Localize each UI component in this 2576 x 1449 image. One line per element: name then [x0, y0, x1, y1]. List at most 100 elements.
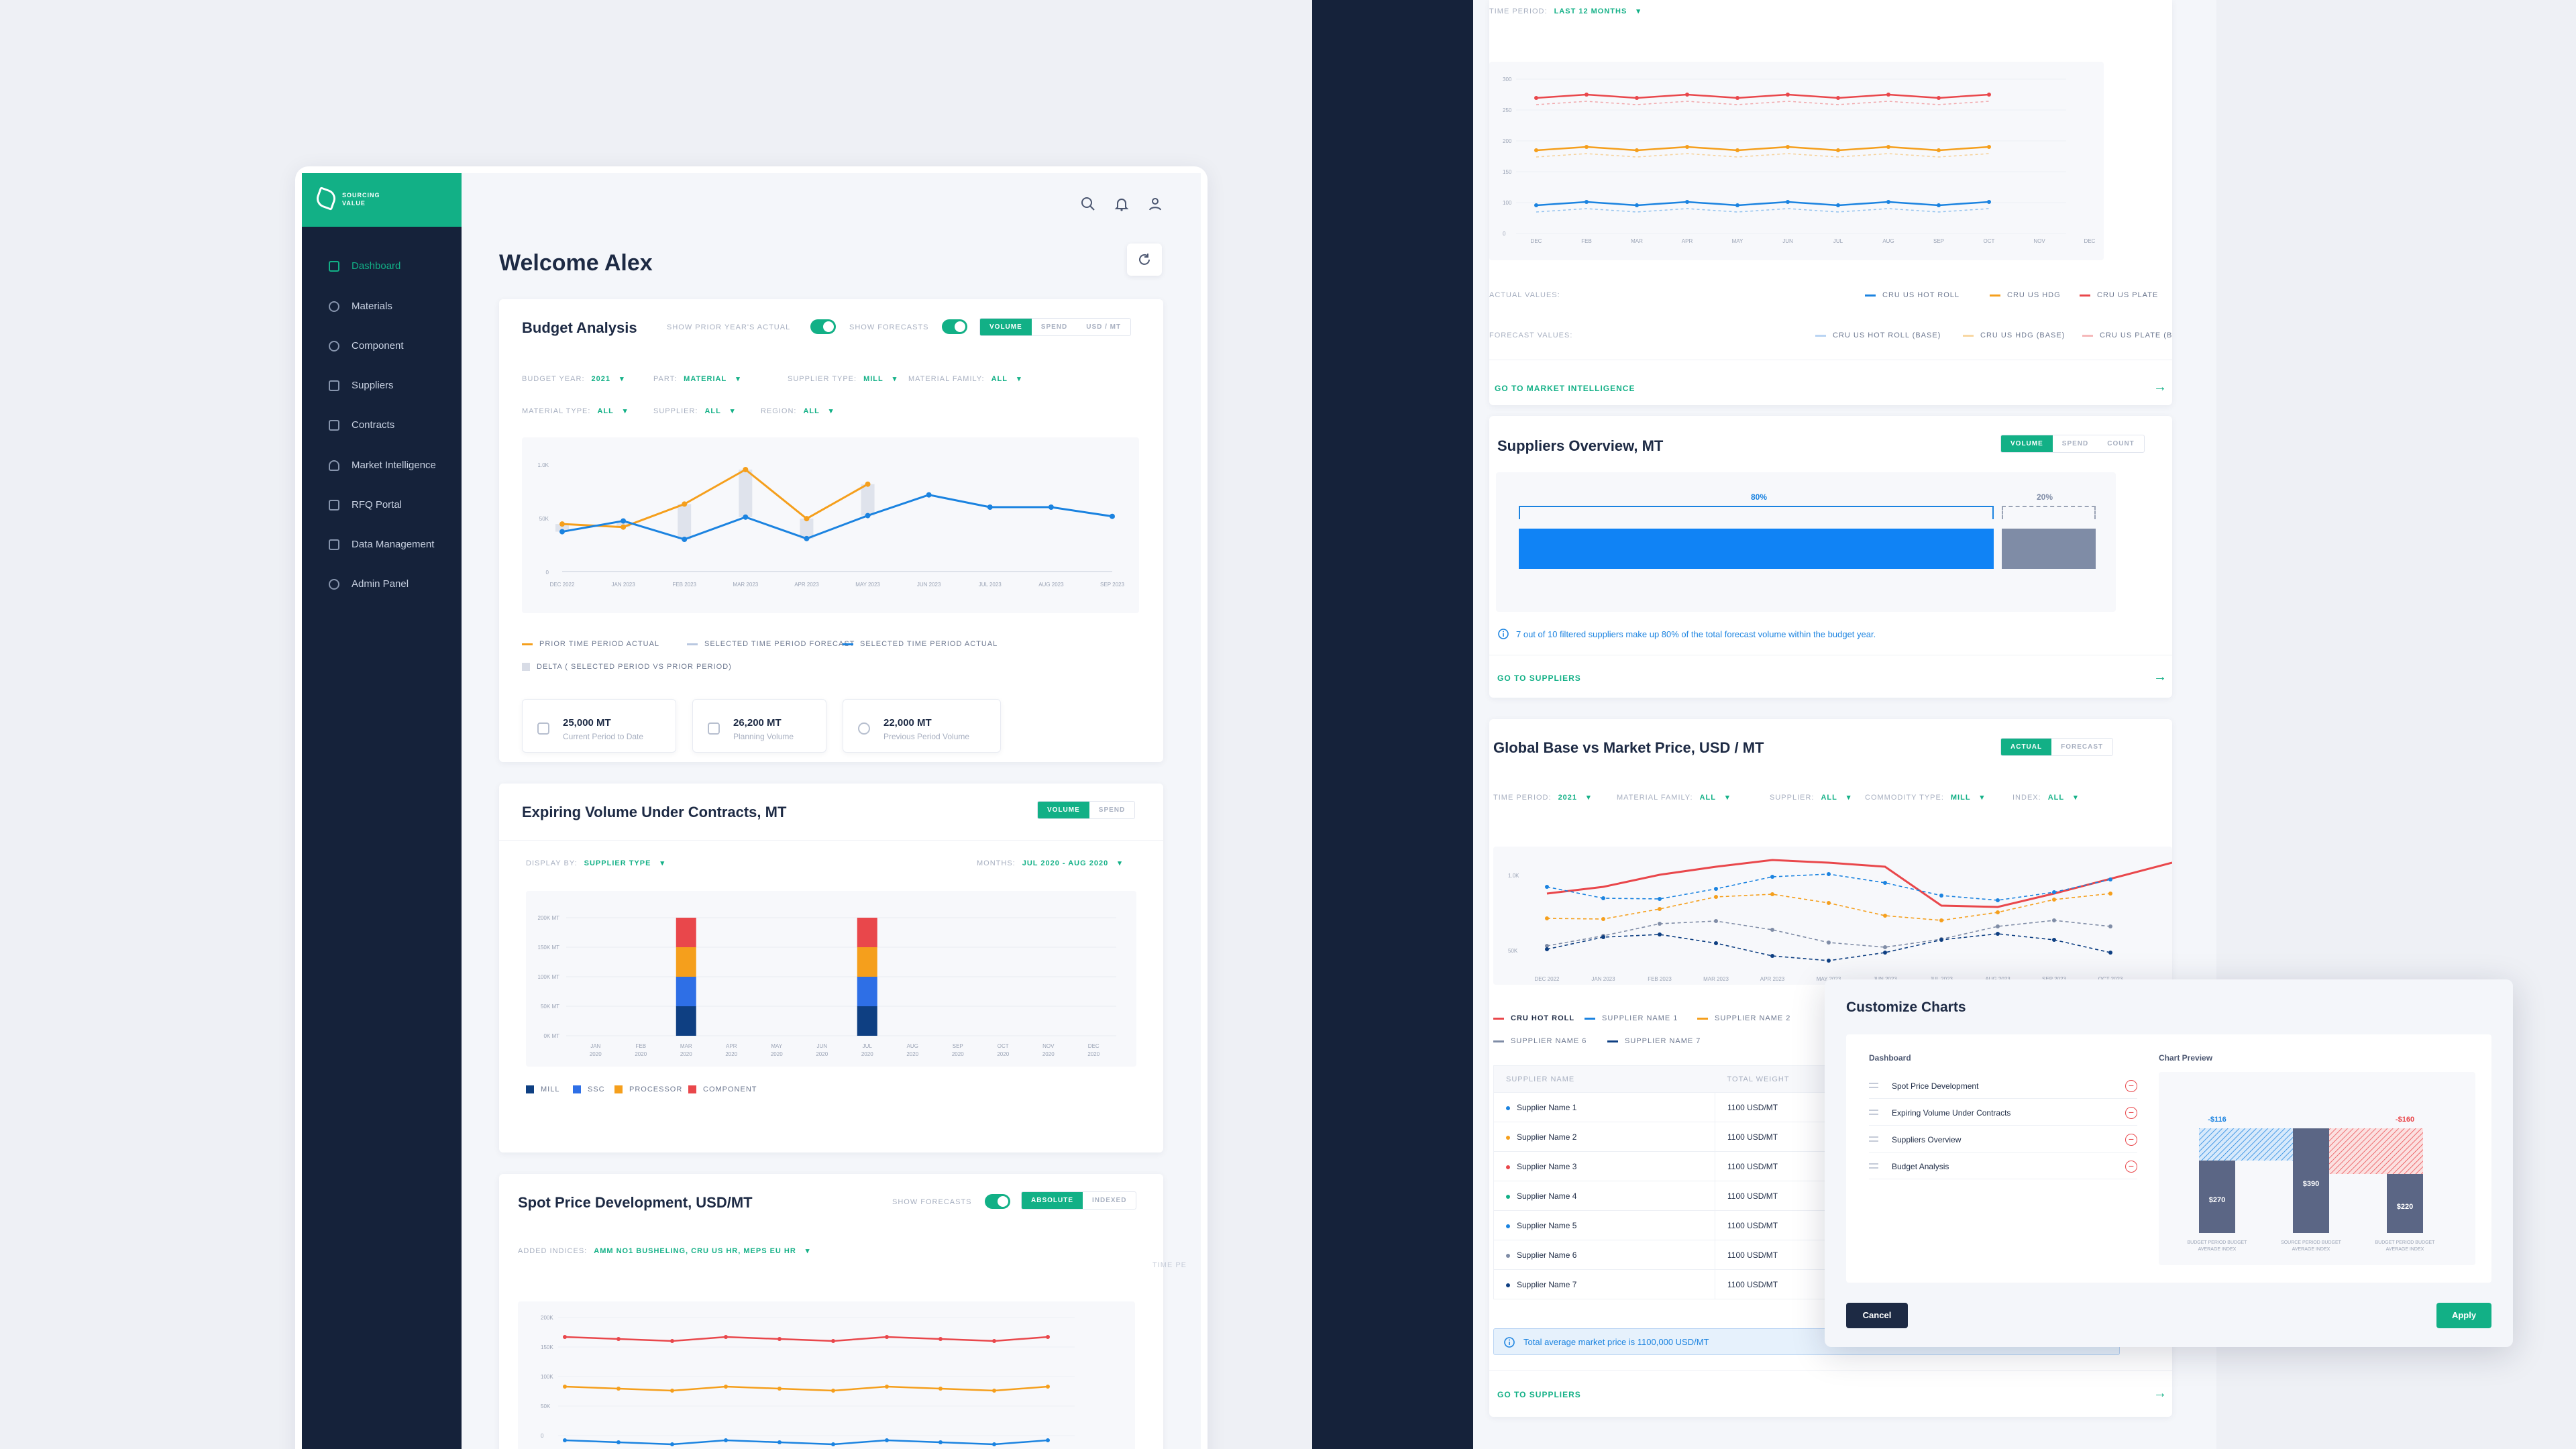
go-to-suppliers-link[interactable]: GO TO SUPPLIERS: [1497, 674, 1581, 683]
data-point[interactable]: [2108, 951, 2112, 955]
data-point[interactable]: [1714, 919, 1718, 923]
tab-usd-mt[interactable]: USD / MT: [1086, 323, 1122, 331]
data-point[interactable]: [804, 516, 810, 522]
sidebar-item-suppliers[interactable]: Suppliers: [329, 380, 394, 391]
data-point[interactable]: [1601, 935, 1605, 939]
sidebar-item-admin-panel[interactable]: Admin Panel: [329, 578, 409, 590]
data-point[interactable]: [1786, 93, 1790, 97]
data-point[interactable]: [621, 524, 627, 530]
data-point[interactable]: [1883, 945, 1887, 949]
data-point[interactable]: [1046, 1385, 1050, 1389]
data-point[interactable]: [1545, 916, 1549, 920]
data-point[interactable]: [1545, 947, 1549, 951]
data-point[interactable]: [1827, 959, 1831, 963]
added-indices-select[interactable]: ADDED INDICES: AMM NO1 BUSHELING, CRU US …: [518, 1246, 810, 1255]
data-point[interactable]: [1685, 145, 1689, 149]
arrow-right-icon[interactable]: →: [2153, 669, 2167, 684]
arrow-right-icon[interactable]: →: [2153, 380, 2167, 394]
data-point[interactable]: [1046, 1335, 1050, 1339]
data-point[interactable]: [1883, 951, 1887, 955]
data-point[interactable]: [1827, 872, 1831, 876]
data-point[interactable]: [2052, 918, 2056, 922]
data-point[interactable]: [1534, 148, 1538, 152]
data-point[interactable]: [1635, 148, 1639, 152]
tab-volume[interactable]: VOLUME: [1038, 802, 1089, 818]
data-point[interactable]: [1545, 944, 1549, 948]
data-point[interactable]: [1770, 875, 1774, 879]
data-point[interactable]: [1937, 203, 1941, 207]
drag-handle-icon[interactable]: [1869, 1163, 1878, 1169]
brand-logo[interactable]: SOURCING VALUE: [302, 173, 462, 227]
data-point[interactable]: [831, 1442, 835, 1446]
chart-list-item[interactable]: Suppliers Overview −: [1869, 1128, 2137, 1152]
data-point[interactable]: [885, 1385, 889, 1389]
stacked-bar-segment[interactable]: [676, 918, 696, 947]
filter-region[interactable]: REGION: ALL ▾: [761, 407, 833, 415]
show-prior-toggle[interactable]: [810, 319, 836, 334]
chart-list-item[interactable]: Spot Price Development −: [1869, 1075, 2137, 1099]
data-point[interactable]: [1786, 200, 1790, 204]
data-point[interactable]: [1987, 145, 1991, 149]
data-point[interactable]: [1601, 917, 1605, 921]
data-point[interactable]: [1886, 145, 1890, 149]
data-point[interactable]: [616, 1337, 621, 1341]
data-point[interactable]: [1939, 894, 1943, 898]
data-point[interactable]: [777, 1387, 782, 1391]
data-point[interactable]: [777, 1440, 782, 1444]
filter-time-period[interactable]: TIME PERIOD: 2021 ▾: [1493, 793, 1591, 802]
data-point[interactable]: [885, 1335, 889, 1339]
data-point[interactable]: [2108, 877, 2112, 881]
data-point[interactable]: [1827, 941, 1831, 945]
drag-handle-icon[interactable]: [1869, 1136, 1878, 1142]
data-point[interactable]: [682, 537, 688, 542]
data-point[interactable]: [1658, 932, 1662, 936]
data-point[interactable]: [777, 1337, 782, 1341]
data-point[interactable]: [885, 1438, 889, 1442]
data-point[interactable]: [1939, 938, 1943, 942]
filter-index[interactable]: INDEX: ALL ▾: [2012, 793, 2078, 802]
data-point[interactable]: [992, 1389, 996, 1393]
data-point[interactable]: [743, 467, 749, 472]
data-point[interactable]: [804, 535, 810, 541]
customize-button[interactable]: [1127, 244, 1162, 276]
data-point[interactable]: [724, 1335, 728, 1339]
data-point[interactable]: [831, 1339, 835, 1343]
data-point[interactable]: [938, 1337, 943, 1341]
data-point[interactable]: [1996, 932, 2000, 936]
data-point[interactable]: [1937, 148, 1941, 152]
data-point[interactable]: [1770, 892, 1774, 896]
data-point[interactable]: [1836, 203, 1840, 207]
data-point[interactable]: [1048, 504, 1054, 510]
data-point[interactable]: [938, 1387, 943, 1391]
data-point[interactable]: [1987, 200, 1991, 204]
sidebar-item-data-management[interactable]: Data Management: [329, 539, 434, 550]
data-point[interactable]: [1601, 896, 1605, 900]
data-point[interactable]: [1658, 907, 1662, 911]
data-point[interactable]: [2108, 892, 2112, 896]
filter-material-family[interactable]: MATERIAL FAMILY: ALL ▾: [1617, 793, 1730, 802]
data-point[interactable]: [2052, 938, 2056, 942]
chart-list-item[interactable]: Expiring Volume Under Contracts −: [1869, 1102, 2137, 1126]
sidebar-item-rfq-portal[interactable]: RFQ Portal: [329, 499, 402, 511]
filter-budget-year[interactable]: BUDGET YEAR: 2021 ▾: [522, 374, 625, 383]
data-point[interactable]: [865, 481, 871, 487]
remove-icon[interactable]: −: [2125, 1107, 2137, 1119]
sidebar-item-market-intelligence[interactable]: Market Intelligence: [329, 460, 436, 471]
tab-absolute[interactable]: ABSOLUTE: [1022, 1192, 1083, 1209]
tab-forecast[interactable]: FORECAST: [2061, 743, 2104, 751]
tab-actual[interactable]: ACTUAL: [2001, 739, 2052, 755]
time-period-select[interactable]: TIME PERIOD: LAST 12 MONTHS ▾: [1489, 7, 1641, 15]
remove-icon[interactable]: −: [2125, 1134, 2137, 1146]
months-select[interactable]: MONTHS: JUL 2020 - AUG 2020 ▾: [977, 859, 1122, 867]
tab-spend[interactable]: SPEND: [1040, 323, 1068, 331]
data-point[interactable]: [559, 521, 565, 527]
data-point[interactable]: [1545, 885, 1549, 889]
data-point[interactable]: [1827, 901, 1831, 905]
data-point[interactable]: [1786, 145, 1790, 149]
tab-indexed[interactable]: INDEXED: [1092, 1197, 1127, 1204]
stacked-bar-segment[interactable]: [857, 918, 877, 947]
data-point[interactable]: [1685, 93, 1689, 97]
data-point[interactable]: [992, 1339, 996, 1343]
stacked-bar-segment[interactable]: [676, 947, 696, 977]
data-point[interactable]: [992, 1442, 996, 1446]
